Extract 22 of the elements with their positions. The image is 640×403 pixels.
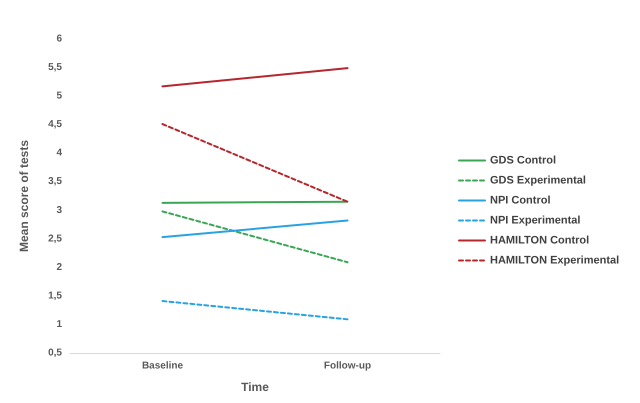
y-tick-label: 0,5 (48, 348, 62, 358)
y-tick-label: 2 (56, 262, 62, 273)
y-tick-label: 3 (56, 204, 62, 216)
legend-label: NPI Experimental (490, 214, 580, 226)
x-axis-title: Time (241, 380, 270, 394)
x-tick-label: Baseline (142, 360, 184, 372)
y-tick-label: 4,5 (48, 119, 62, 130)
y-tick-label: 1 (56, 318, 62, 330)
y-tick-label: 2,5 (48, 233, 62, 244)
y-tick-label: 5,5 (48, 62, 62, 74)
y-tick-label: 1,5 (48, 290, 62, 302)
legend-label: NPI Control (490, 194, 550, 206)
legend-label: HAMILTON Control (490, 234, 590, 246)
y-axis-title: Mean score of tests (17, 140, 31, 252)
legend-label: HAMILTON Experimental (490, 254, 620, 266)
y-tick-label: 4 (56, 148, 62, 159)
y-tick-label: 5 (56, 90, 62, 102)
legend-label: GDS Experimental (490, 174, 586, 186)
x-tick-label: Follow-up (324, 360, 372, 372)
legend-label: GDS Control (490, 154, 556, 166)
y-tick-label: 6 (56, 34, 62, 44)
y-tick-label: 3,5 (48, 176, 62, 188)
